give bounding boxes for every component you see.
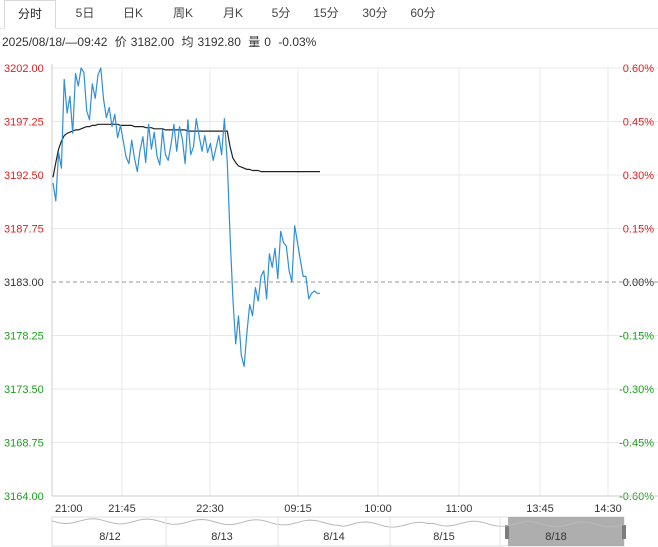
x-tick-label: 21:00 — [55, 503, 83, 515]
x-tick-label: 14:30 — [594, 503, 622, 515]
tab-7[interactable]: 30分 — [362, 6, 388, 20]
pct-tick-label: 0.00% — [623, 277, 654, 289]
navigator-label: 8/12 — [99, 531, 120, 543]
y-tick-label: 3183.00 — [4, 277, 44, 289]
navigator-handle-right[interactable] — [622, 525, 626, 539]
y-tick-label: 3173.50 — [4, 384, 44, 396]
tab-1[interactable]: 5日 — [75, 6, 95, 20]
y-tick-label: 3202.00 — [4, 63, 44, 75]
price-label: 价 — [114, 35, 127, 49]
pct-tick-label: -0.60% — [619, 491, 654, 503]
navigator-handle-left[interactable] — [505, 525, 509, 539]
pct-tick-label: 0.60% — [623, 63, 654, 75]
y-tick-label: 3168.75 — [4, 438, 44, 450]
tab-8[interactable]: 60分 — [410, 6, 436, 20]
navigator-sparkline — [51, 518, 625, 528]
pct-tick-label: 0.15% — [623, 224, 654, 236]
x-tick-label: 09:15 — [284, 503, 312, 515]
x-tick-label: 21:45 — [108, 503, 136, 515]
tab-2[interactable]: 日K — [122, 6, 143, 20]
tab-3[interactable]: 周K — [172, 6, 193, 20]
y-tick-label: 3187.75 — [4, 224, 44, 236]
avg-price-line — [52, 123, 320, 178]
avg-label: 均 — [181, 35, 194, 49]
quote-change-pct: -0.03% — [278, 35, 317, 49]
x-tick-label: 13:45 — [526, 503, 554, 515]
price-line — [52, 67, 320, 368]
navigator-label: 8/13 — [211, 531, 232, 543]
x-tick-label: 22:30 — [196, 503, 224, 515]
pct-tick-label: 0.30% — [623, 170, 654, 182]
navigator-label: 8/14 — [323, 531, 344, 543]
navigator-label: 8/18 — [545, 531, 566, 543]
volume-label: 量 — [248, 35, 261, 49]
tab-5[interactable]: 5分 — [271, 6, 291, 20]
y-tick-label: 3197.25 — [4, 117, 44, 129]
tab-4[interactable]: 月K — [222, 6, 243, 20]
pct-tick-label: 0.45% — [623, 117, 654, 129]
x-tick-label: 11:00 — [446, 503, 473, 515]
navigator-label: 8/15 — [433, 531, 454, 543]
quote-datetime: 2025/08/18/—09:42 — [2, 35, 108, 49]
y-tick-label: 3178.25 — [4, 331, 44, 343]
tab-6[interactable]: 15分 — [313, 6, 339, 20]
tab-0[interactable]: 分时 — [4, 0, 56, 29]
pct-tick-label: -0.15% — [619, 331, 654, 343]
quote-avg-price: 3192.80 — [197, 35, 241, 49]
quote-price: 3182.00 — [130, 35, 175, 49]
quote-volume: 0 — [264, 35, 271, 49]
pct-tick-label: -0.30% — [619, 384, 654, 396]
period-tab-bar: 分时 5日 日K 周K 月K 5分 15分 30分 60分 — [0, 0, 658, 29]
x-tick-label: 10:00 — [364, 503, 392, 515]
pct-tick-label: -0.45% — [619, 438, 654, 450]
y-tick-label: 3192.50 — [4, 170, 44, 182]
y-tick-label: 3164.00 — [4, 491, 44, 503]
